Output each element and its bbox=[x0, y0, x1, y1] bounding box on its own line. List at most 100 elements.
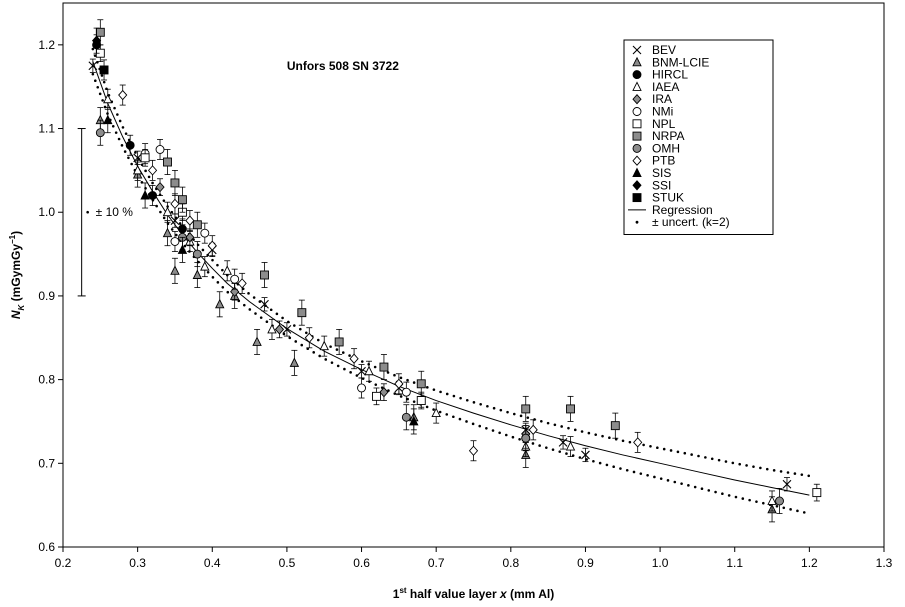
cross-stroke bbox=[88, 61, 98, 71]
series-nrpa bbox=[95, 19, 620, 439]
data-point bbox=[170, 265, 180, 275]
legend-marker bbox=[632, 107, 642, 116]
cross-stroke bbox=[282, 325, 292, 334]
data-point bbox=[468, 445, 479, 456]
x-tick-label: 0.5 bbox=[279, 556, 296, 570]
legend-label: Regression bbox=[652, 203, 713, 217]
data-point bbox=[192, 249, 202, 259]
y-axis-title-unit: (mGymGy bbox=[9, 244, 23, 305]
series-omh bbox=[95, 119, 784, 514]
data-points bbox=[88, 19, 822, 523]
cross-stroke bbox=[782, 479, 792, 489]
x-tick-label: 0.4 bbox=[204, 556, 221, 570]
legend-label: NRPA bbox=[652, 129, 684, 143]
y-axis-title-var: N bbox=[9, 310, 23, 319]
data-point bbox=[775, 496, 784, 506]
data-point bbox=[581, 450, 590, 460]
x-tick-label: 0.3 bbox=[129, 556, 146, 570]
legend-uncertainty-dot bbox=[635, 220, 639, 224]
legend-label: PTB bbox=[652, 154, 675, 168]
y-tick-label: 1.2 bbox=[38, 38, 55, 52]
data-point bbox=[610, 421, 620, 431]
legend-label: SIS bbox=[652, 166, 671, 180]
data-point bbox=[566, 404, 575, 414]
data-point bbox=[252, 336, 262, 346]
data-point bbox=[185, 232, 195, 243]
data-point bbox=[267, 323, 277, 334]
x-axis-title: 1st half value layer x (mm Al) bbox=[393, 586, 554, 601]
legend-marker bbox=[632, 45, 642, 55]
uncertainty-line-lower bbox=[91, 72, 811, 515]
y-axis-title: NK (mGymGy−1) bbox=[8, 231, 26, 319]
series-sis bbox=[103, 107, 419, 435]
data-point bbox=[431, 407, 441, 418]
data-point bbox=[782, 479, 792, 489]
annotation: ± 10 % bbox=[77, 128, 133, 297]
data-point bbox=[95, 27, 105, 37]
legend-label: STUK bbox=[652, 191, 684, 205]
data-point bbox=[297, 308, 307, 318]
data-point bbox=[177, 244, 188, 254]
data-point bbox=[170, 216, 180, 225]
x-axis-title-var: x bbox=[499, 587, 508, 601]
data-point bbox=[260, 299, 269, 309]
data-point bbox=[230, 274, 240, 284]
data-point bbox=[349, 353, 359, 364]
cross-stroke bbox=[632, 45, 642, 55]
y-tick-label: 0.8 bbox=[38, 373, 55, 387]
data-point bbox=[565, 441, 576, 451]
data-point bbox=[95, 128, 105, 138]
data-point bbox=[170, 237, 180, 246]
cross-stroke bbox=[581, 450, 590, 460]
data-point bbox=[170, 178, 180, 188]
y-tick-label: 0.7 bbox=[38, 456, 55, 470]
data-point bbox=[357, 383, 366, 393]
data-point bbox=[409, 415, 419, 426]
chart-title: Unfors 508 SN 3722 bbox=[287, 59, 399, 73]
legend-marker bbox=[632, 94, 642, 105]
data-point bbox=[215, 298, 225, 309]
series-stuk bbox=[99, 59, 109, 81]
x-tick-label: 0.9 bbox=[577, 556, 594, 570]
plot-area bbox=[62, 2, 885, 548]
legend-marker bbox=[632, 143, 642, 153]
legend-marker bbox=[632, 180, 642, 191]
legend-marker bbox=[632, 155, 642, 166]
data-point bbox=[282, 325, 292, 334]
legend-label: IAEA bbox=[652, 80, 679, 94]
data-point bbox=[633, 437, 643, 448]
data-point bbox=[192, 220, 202, 230]
legend-label: ± uncert. (k=2) bbox=[652, 215, 730, 229]
legend-marker bbox=[632, 70, 642, 80]
x-tick-label: 1.1 bbox=[726, 556, 743, 570]
data-point bbox=[125, 140, 135, 150]
data-point bbox=[185, 215, 195, 226]
data-point bbox=[260, 270, 269, 280]
x-tick-label: 1.0 bbox=[652, 556, 669, 570]
series-iaea bbox=[103, 88, 777, 512]
data-point bbox=[416, 379, 426, 389]
data-point bbox=[91, 35, 102, 46]
data-point bbox=[118, 89, 128, 101]
legend: BEVBNM-LCIEHIRCLIAEAIRANMiNPLNRPAOMHPTBS… bbox=[623, 39, 774, 235]
y-tick-label: 0.6 bbox=[38, 540, 55, 554]
data-point bbox=[207, 240, 217, 251]
data-point bbox=[812, 488, 822, 498]
legend-label: NPL bbox=[652, 117, 676, 131]
data-point bbox=[155, 145, 165, 154]
annotation-dot bbox=[86, 210, 89, 214]
data-point bbox=[222, 265, 232, 275]
data-point bbox=[401, 412, 411, 422]
x-tick-label: 0.8 bbox=[502, 556, 519, 570]
data-point bbox=[274, 324, 285, 335]
series-nmi bbox=[140, 139, 531, 449]
data-point bbox=[177, 195, 187, 205]
cross-stroke bbox=[558, 437, 568, 447]
x-axis-title-sup: st bbox=[399, 586, 406, 595]
data-point bbox=[319, 340, 329, 351]
axis-ticks: 0.2 0.3 0.4 0.5 0.6 0.7 0.8 0.9 1.0 1.1 1.2 1.3 0.6 0… bbox=[38, 38, 892, 570]
data-point bbox=[401, 387, 411, 397]
data-point bbox=[162, 227, 173, 238]
cross-stroke bbox=[357, 366, 366, 376]
legend-marker bbox=[632, 56, 642, 67]
